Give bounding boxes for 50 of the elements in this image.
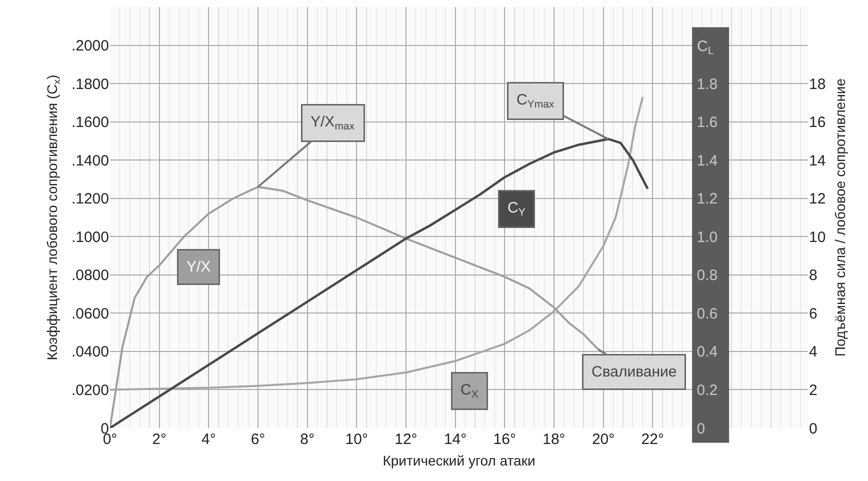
y3-axis-title: C$_{L}$ bbox=[697, 38, 714, 58]
x-tick-label: 14° bbox=[444, 431, 467, 448]
y-tick-label: .1000 bbox=[71, 228, 109, 246]
series-label: Y/X bbox=[186, 258, 211, 276]
x-tick-label: 2° bbox=[152, 431, 166, 448]
y3-tick-label: 0.2 bbox=[696, 382, 718, 399]
y3-tick-label: 0.4 bbox=[696, 344, 718, 361]
x-tick-label: 4° bbox=[201, 431, 216, 448]
y-tick-label: .1200 bbox=[71, 190, 109, 208]
y3-tick-label: 1.8 bbox=[696, 76, 718, 93]
y-tick-label: .0800 bbox=[71, 267, 109, 284]
x-tick-label: 16° bbox=[493, 431, 516, 448]
annotation: C$_{Ymax}$ bbox=[516, 92, 555, 111]
x-tick-label: 18° bbox=[542, 431, 566, 448]
x-tick-label: 12° bbox=[394, 431, 418, 448]
y2-tick-label: 4 bbox=[809, 344, 818, 361]
x-tick-label: 10° bbox=[345, 431, 368, 448]
y2-tick-label: 0 bbox=[809, 420, 818, 438]
y-tick-label: .2000 bbox=[71, 38, 109, 55]
series-label: C$_{X}$ bbox=[460, 382, 478, 401]
y2-tick-label: 6 bbox=[809, 305, 818, 322]
y-tick-label: .1800 bbox=[71, 76, 109, 93]
series-label: C$_{Y}$ bbox=[508, 200, 526, 219]
y3-tick-label: 1.0 bbox=[696, 228, 718, 246]
annotation: Сваливание bbox=[592, 364, 677, 380]
x-tick-label: 22° bbox=[641, 431, 664, 448]
x-axis-title: Критический угол атаки bbox=[382, 452, 536, 468]
y-tick-label: .0400 bbox=[71, 344, 109, 361]
y-tick-label: .0600 bbox=[71, 305, 109, 322]
y-tick-label: .0200 bbox=[71, 382, 109, 399]
y2-tick-label: 12 bbox=[809, 190, 826, 208]
y3-tick-label: 1.4 bbox=[696, 152, 718, 170]
y3-tick-label: 0 bbox=[696, 420, 706, 438]
y2-tick-label: 14 bbox=[809, 152, 826, 170]
y3-tick-label: 0.8 bbox=[696, 267, 718, 284]
y3-tick-label: 1.2 bbox=[696, 190, 718, 208]
y-tick-label: .1400 bbox=[71, 152, 109, 170]
y2-tick-label: 2 bbox=[809, 382, 818, 399]
y2-tick-label: 10 bbox=[809, 228, 826, 246]
y2-tick-label: 16 bbox=[809, 114, 826, 132]
annotation: Y/X$_{max}$ bbox=[310, 114, 356, 133]
y3-tick-label: 0.6 bbox=[696, 305, 718, 322]
y2-tick-label: 18 bbox=[809, 76, 826, 93]
y2-tick-label: 8 bbox=[809, 267, 818, 284]
x-tick-label: 8° bbox=[300, 431, 314, 448]
y-tick-label: .1600 bbox=[71, 114, 109, 132]
y3-tick-label: 1.6 bbox=[696, 114, 718, 132]
x-tick-label: 20° bbox=[592, 431, 615, 448]
x-tick-label: 6° bbox=[250, 431, 266, 448]
y2-axis-title: Подъёмная сила / лобовое сопротивление bbox=[832, 78, 848, 357]
